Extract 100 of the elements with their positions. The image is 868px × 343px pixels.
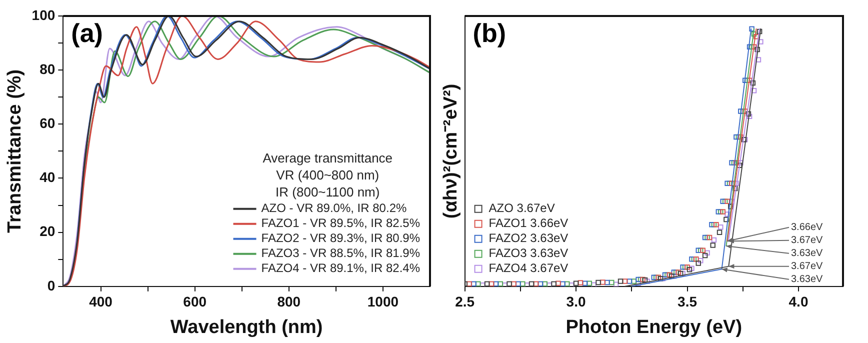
- point: [724, 180, 730, 186]
- legend-label: FAZO3 3.63eV: [488, 246, 568, 260]
- point: [678, 270, 684, 276]
- point: [498, 281, 504, 286]
- point: [704, 234, 710, 240]
- x-axis-title: Wavelength (nm): [170, 316, 323, 338]
- point: [729, 180, 734, 186]
- legend-title: Average transmittance VR (400~800 nm) IR (800~1100 nm): [262, 150, 393, 200]
- annotation: 3.67eV: [791, 261, 824, 272]
- y-tick-label: 80: [40, 60, 56, 77]
- point: [729, 160, 734, 166]
- point: [689, 256, 694, 262]
- point: [746, 78, 752, 84]
- legend-label: FAZO4 - VR 89.1%, IR 82.4%: [261, 261, 420, 276]
- y-axis-title: (αhν)²(cm⁻²eV²): [440, 84, 462, 219]
- point: [626, 278, 632, 284]
- point: [666, 272, 672, 278]
- point: [573, 280, 579, 286]
- point: [622, 278, 628, 284]
- y-tick-label: 0: [47, 277, 56, 294]
- point: [613, 282, 619, 286]
- point: [551, 281, 556, 286]
- point: [651, 274, 657, 280]
- point: [706, 234, 712, 240]
- point: [564, 281, 570, 286]
- point: [756, 28, 762, 34]
- point: [749, 26, 754, 32]
- legend-label: FAZO2 - VR 89.3%, IR 80.9%: [261, 231, 420, 246]
- point: [631, 278, 636, 284]
- point: [724, 212, 730, 217]
- point: [638, 276, 644, 282]
- point: [704, 250, 710, 256]
- point: [736, 162, 742, 168]
- point: [746, 44, 752, 50]
- y-tick-label: 20: [40, 223, 56, 240]
- point: [560, 281, 566, 286]
- x-axis-title: Photon Energy (eV): [566, 316, 742, 338]
- point: [662, 272, 668, 278]
- point: [684, 264, 690, 270]
- point: [746, 111, 752, 116]
- point: [528, 281, 534, 286]
- point: [578, 280, 584, 286]
- point: [756, 57, 762, 62]
- point: [754, 34, 759, 40]
- annotation: (b): [472, 18, 506, 48]
- point: [618, 278, 624, 284]
- annotation: 3.63eV: [791, 274, 824, 286]
- annotation: 3.63eV: [791, 248, 824, 260]
- point: [556, 280, 561, 286]
- point: [694, 256, 699, 262]
- point: [738, 134, 744, 140]
- x-tick-label: 1000: [367, 294, 399, 310]
- point: [746, 114, 752, 120]
- legend-label: FAZO3 - VR 88.5%, IR 81.9%: [261, 246, 420, 260]
- point: [742, 78, 748, 84]
- legend-label: AZO - VR 89.0%, IR 80.2%: [261, 201, 407, 216]
- annotation: 3.66eV: [791, 222, 824, 234]
- point: [751, 88, 757, 94]
- x-tick-label: 600: [183, 294, 207, 310]
- point: [669, 273, 674, 279]
- point: [640, 276, 646, 282]
- point: [718, 224, 724, 230]
- point: [709, 222, 714, 228]
- legend-label: AZO 3.67eV: [488, 201, 555, 216]
- point: [658, 276, 664, 282]
- point: [738, 160, 744, 166]
- point: [720, 198, 726, 204]
- point: [542, 281, 548, 286]
- point: [689, 266, 694, 271]
- y-axis-title: Transmittance (%): [4, 69, 26, 234]
- point: [696, 260, 702, 266]
- point: [714, 222, 719, 228]
- y-tick-label: 60: [40, 115, 56, 132]
- point: [493, 281, 499, 286]
- point: [609, 280, 614, 286]
- point: [680, 264, 686, 270]
- y-tick-label: 40: [40, 169, 56, 186]
- point: [751, 44, 757, 50]
- point: [511, 281, 516, 286]
- point: [702, 252, 708, 258]
- point: [636, 276, 641, 282]
- point: [506, 281, 512, 286]
- point: [484, 281, 490, 286]
- point: [724, 216, 729, 222]
- point: [732, 186, 738, 192]
- point: [758, 39, 764, 44]
- x-tick-label: 4.0: [788, 294, 808, 310]
- annotation: (a): [71, 18, 103, 48]
- point: [488, 281, 494, 286]
- point: [520, 281, 526, 286]
- annotation: 3.67eV: [791, 235, 824, 246]
- point: [476, 281, 481, 286]
- point: [516, 281, 521, 286]
- point: [751, 31, 757, 37]
- x-tick-label: 400: [89, 294, 113, 310]
- point: [596, 280, 601, 286]
- legend-label: FAZO1 - VR 89.5%, IR 82.5%: [261, 216, 420, 230]
- point: [671, 270, 677, 275]
- point: [734, 134, 739, 140]
- x-tick-label: 3.0: [566, 294, 586, 310]
